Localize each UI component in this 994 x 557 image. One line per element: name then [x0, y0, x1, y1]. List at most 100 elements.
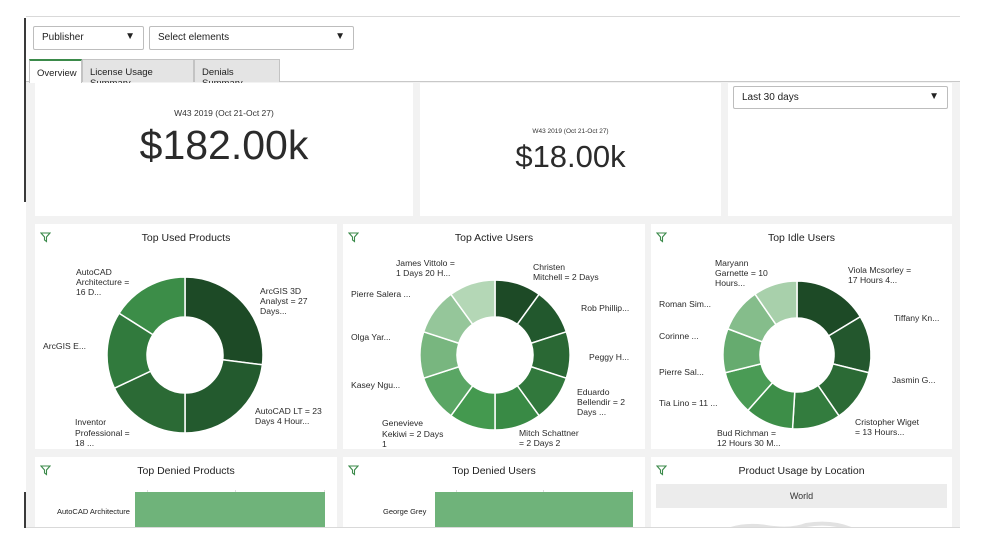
- filter-icon[interactable]: [40, 232, 51, 243]
- axis-tick: [235, 490, 236, 493]
- chart-label: Bud Richman =: [717, 428, 776, 438]
- chart-label: = 13 Hours...: [855, 427, 905, 437]
- filter-icon[interactable]: [40, 465, 51, 476]
- chart-label: ArcGIS 3D: [260, 286, 302, 296]
- chart-label: James Vittolo =: [396, 258, 455, 268]
- filter-icon[interactable]: [348, 465, 359, 476]
- tab-license-usage-summary[interactable]: License Usage Summary: [82, 59, 194, 89]
- axis-tick: [543, 490, 544, 493]
- panel-title: Product Usage by Location: [738, 465, 865, 477]
- chart-label: Professional =: [75, 428, 130, 438]
- left-rule: [24, 18, 26, 202]
- chart-label: Pierre Sal...: [659, 367, 704, 377]
- bottom-border: [26, 527, 960, 528]
- chart-label: 1: [382, 439, 387, 449]
- product-usage-by-location-panel: Product Usage by Location World: [651, 457, 952, 527]
- top-active-users-panel: Top Active Users James Vittolo = 1 Days …: [343, 224, 645, 449]
- chart-label: = 2 Days 2: [519, 438, 561, 448]
- period-card: Last 30 days ▼: [728, 83, 952, 216]
- donut-chart: [419, 279, 571, 431]
- period-dropdown-label: Last 30 days: [742, 92, 799, 103]
- chart-label: 17 Hours 4...: [848, 275, 898, 285]
- filter-icon[interactable]: [348, 232, 359, 243]
- world-map[interactable]: [711, 509, 891, 527]
- denied-user-bar[interactable]: [435, 492, 633, 527]
- axis-tick: [456, 490, 457, 493]
- chart-label: 1 Days 20 H...: [396, 268, 451, 278]
- chart-label: Olga Yar...: [351, 332, 391, 342]
- publisher-dropdown-label: Publisher: [42, 32, 84, 43]
- chart-label: Architecture =: [76, 277, 130, 287]
- elements-dropdown[interactable]: Select elements ▼: [149, 26, 354, 50]
- panel-title: Top Denied Users: [452, 465, 536, 477]
- publisher-dropdown[interactable]: Publisher ▼: [33, 26, 144, 50]
- donut-slice[interactable]: [118, 276, 186, 336]
- chart-label: Peggy H...: [589, 352, 630, 362]
- kpi-subtitle: W43 2019 (Oct 21-Oct 27): [532, 128, 609, 135]
- chart-label: Christen: [533, 262, 565, 272]
- chart-label: Analyst = 27: [260, 296, 308, 306]
- donut-chart: [106, 276, 264, 434]
- elements-dropdown-label: Select elements: [158, 32, 230, 43]
- filter-bar: Publisher ▼ Select elements ▼: [26, 17, 960, 57]
- chart-label: Bellendir = 2: [577, 397, 626, 407]
- chart-label: 16 D...: [76, 287, 102, 297]
- chart-label: AutoCAD LT = 23: [255, 406, 322, 416]
- donut-slice[interactable]: [184, 358, 264, 434]
- kpi-subtitle: W43 2019 (Oct 21-Oct 27): [174, 108, 274, 118]
- panel-title: Top Active Users: [454, 232, 534, 244]
- dropdown-arrow-icon: ▼: [929, 91, 939, 102]
- tab-denials-summary[interactable]: Denials Summary: [194, 59, 280, 89]
- top-border: [26, 16, 960, 17]
- top-denied-products-panel: Top Denied Products AutoCAD Architecture: [35, 457, 337, 527]
- left-rule-lower: [24, 492, 26, 528]
- denied-product-bar[interactable]: [135, 492, 325, 527]
- chart-label: Corinne ...: [659, 331, 699, 341]
- filter-icon[interactable]: [656, 465, 667, 476]
- chart-label: Roman Sim...: [659, 299, 712, 309]
- chart-label: Mitch Schattner: [519, 428, 579, 438]
- kpi-card-weekly-cost: W43 2019 (Oct 21-Oct 27) $182.00k: [35, 83, 413, 216]
- chart-label: ArcGIS E...: [43, 341, 86, 351]
- panel-title: Top Denied Products: [137, 465, 235, 477]
- donut-chart: [722, 280, 872, 430]
- chart-label: Days...: [260, 306, 287, 316]
- bar-label: AutoCAD Architecture: [57, 507, 130, 516]
- chart-label: Inventor: [75, 417, 107, 427]
- map-tab-world[interactable]: World: [656, 484, 947, 508]
- donut-slice[interactable]: [184, 276, 264, 366]
- donut-slice[interactable]: [449, 279, 496, 326]
- chart-label: Cristopher Wiget: [855, 417, 919, 427]
- chart-label: Mitchell = 2 Days: [533, 272, 599, 282]
- chart-label: Days 4 Hour...: [255, 416, 310, 426]
- top-used-products-panel: Top Used Products AutoCAD Architecture =…: [35, 224, 337, 449]
- top-denied-users-panel: Top Denied Users George Grey: [343, 457, 645, 527]
- chart-label: Hours...: [715, 278, 746, 288]
- chart-label: AutoCAD: [76, 267, 112, 277]
- dashboard: Publisher ▼ Select elements ▼ Overview L…: [26, 17, 960, 527]
- dropdown-arrow-icon: ▼: [125, 31, 135, 42]
- axis-tick: [147, 490, 148, 493]
- filter-icon[interactable]: [656, 232, 667, 243]
- chart-label: 18 ...: [75, 438, 95, 448]
- chart-label: Pierre Salera ...: [351, 289, 411, 299]
- axis-tick: [324, 490, 325, 493]
- chart-label: Rob Phillip...: [581, 303, 630, 313]
- chart-label: Kekiwi = 2 Days: [382, 429, 444, 439]
- tab-overview[interactable]: Overview: [29, 59, 82, 83]
- chart-label: Kasey Ngu...: [351, 380, 401, 390]
- period-dropdown[interactable]: Last 30 days ▼: [733, 86, 948, 109]
- kpi-value: $182.00k: [139, 122, 309, 168]
- chart-label: Maryann: [715, 258, 749, 268]
- chart-label: 12 Hours 30 M...: [717, 438, 781, 448]
- chart-label: Tiffany Kn...: [894, 313, 940, 323]
- axis-tick: [632, 490, 633, 493]
- bar-label: George Grey: [383, 507, 427, 516]
- kpi-value: $18.00k: [515, 139, 626, 174]
- chart-label: Jasmin G...: [892, 375, 936, 385]
- chart-label: Days ...: [577, 407, 607, 417]
- donut-slice[interactable]: [753, 280, 798, 326]
- dropdown-arrow-icon: ▼: [335, 31, 345, 42]
- chart-label: Eduardo: [577, 387, 610, 397]
- panel-title: Top Idle Users: [767, 232, 836, 244]
